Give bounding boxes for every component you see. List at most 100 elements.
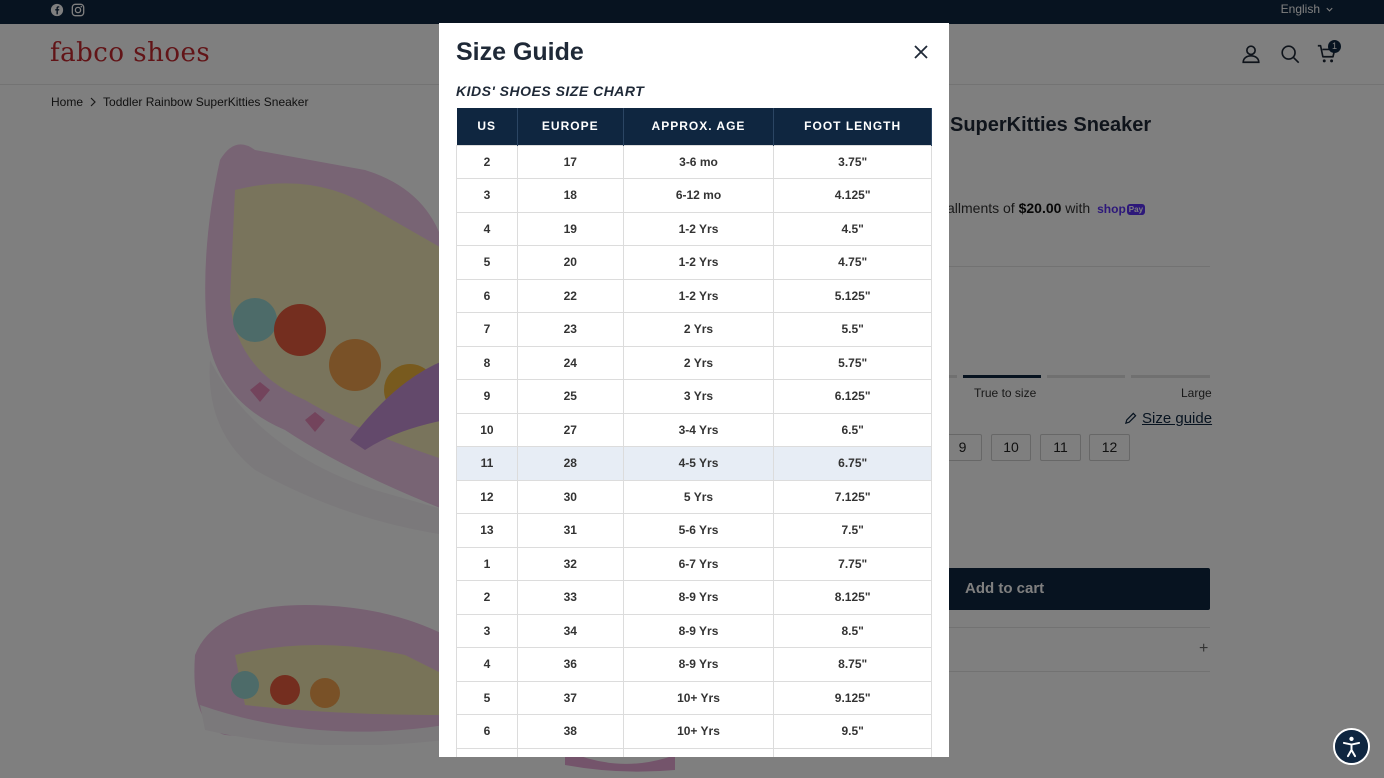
cell-foot-length: 6.75"	[773, 446, 932, 481]
cell-foot-length: 7.5"	[773, 513, 932, 548]
table-row: 10 27 3-4 Yrs 6.5"	[456, 412, 932, 447]
table-row: 4 36 8-9 Yrs 8.75"	[456, 647, 932, 682]
cell-europe: 20	[516, 245, 624, 280]
cell-us: 4	[456, 647, 518, 682]
cell-approx-age: 6-7 Yrs	[622, 546, 775, 581]
table-row: 7 23 2 Yrs 5.5"	[456, 312, 932, 347]
table-row: 12 30 5 Yrs 7.125"	[456, 479, 932, 514]
cell-foot-length: 7.75"	[773, 546, 932, 581]
cell-approx-age: 1-2 Yrs	[622, 278, 775, 313]
cell-approx-age: 4-5 Yrs	[622, 446, 775, 481]
cell-europe: 37	[516, 680, 624, 715]
cell-approx-age: 1-2 Yrs	[622, 245, 775, 280]
cell-us: 12	[456, 479, 518, 514]
cell-approx-age: 3-4 Yrs	[622, 412, 775, 447]
cell-foot-length: 7.125"	[773, 479, 932, 514]
cell-us: 5	[456, 680, 518, 715]
table-row: 9 25 3 Yrs 6.125"	[456, 379, 932, 414]
cell-foot-length: 8.75"	[773, 647, 932, 682]
cell-us	[456, 747, 518, 757]
cell-approx-age: 3-6 mo	[622, 144, 775, 179]
cell-europe: 34	[516, 613, 624, 648]
cell-us: 6	[456, 714, 518, 749]
cell-us: 10	[456, 412, 518, 447]
table-row: 8 24 2 Yrs 5.75"	[456, 345, 932, 380]
cell-us: 1	[456, 546, 518, 581]
column-header-europe: EUROPE	[517, 108, 624, 145]
cell-europe: 32	[516, 546, 624, 581]
cell-europe: 33	[516, 580, 624, 615]
size-chart-table: US EUROPE APPROX. AGE FOOT LENGTH 2 17 3-6…	[456, 108, 932, 757]
cell-us: 11	[456, 446, 518, 481]
cell-europe: 27	[516, 412, 624, 447]
cell-foot-length: 6.125"	[773, 379, 932, 414]
cell-foot-length: 5.75"	[773, 345, 932, 380]
cell-foot-length: 8.5"	[773, 613, 932, 648]
cell-approx-age: 2 Yrs	[622, 345, 775, 380]
column-header-us: US	[456, 108, 518, 145]
size-guide-modal: Size Guide KIDS' SHOES SIZE CHART US EUR…	[439, 23, 949, 757]
cell-us: 9	[456, 379, 518, 414]
cell-foot-length: 5.5"	[773, 312, 932, 347]
cell-foot-length: 5.125"	[773, 278, 932, 313]
cell-foot-length: 9.125"	[773, 680, 932, 715]
table-row	[456, 747, 932, 757]
cell-foot-length: 4.125"	[773, 178, 932, 213]
cell-foot-length: 4.5"	[773, 211, 932, 246]
table-row: 3 34 8-9 Yrs 8.5"	[456, 613, 932, 648]
modal-title: Size Guide	[456, 38, 584, 66]
cell-us: 3	[456, 613, 518, 648]
cell-foot-length: 6.5"	[773, 412, 932, 447]
cell-foot-length: 4.75"	[773, 245, 932, 280]
cell-us: 4	[456, 211, 518, 246]
cell-approx-age: 5-6 Yrs	[622, 513, 775, 548]
cell-us: 5	[456, 245, 518, 280]
cell-europe: 23	[516, 312, 624, 347]
column-header-approx-age: APPROX. AGE	[623, 108, 775, 145]
cell-europe: 28	[516, 446, 624, 481]
cell-europe: 18	[516, 178, 624, 213]
cell-europe: 31	[516, 513, 624, 548]
cell-europe: 24	[516, 345, 624, 380]
table-header-row: US EUROPE APPROX. AGE FOOT LENGTH	[456, 108, 932, 145]
size-chart-heading: KIDS' SHOES SIZE CHART	[456, 83, 645, 99]
cell-us: 7	[456, 312, 518, 347]
table-row: 1 32 6-7 Yrs 7.75"	[456, 546, 932, 581]
column-header-foot-length: FOOT LENGTH	[773, 108, 932, 145]
table-row: 2 17 3-6 mo 3.75"	[456, 144, 932, 179]
cell-approx-age: 8-9 Yrs	[622, 613, 775, 648]
table-row: 6 22 1-2 Yrs 5.125"	[456, 278, 932, 313]
cell-europe: 17	[516, 144, 624, 179]
cell-foot-length	[773, 747, 932, 757]
cell-europe: 38	[516, 714, 624, 749]
cell-approx-age: 10+ Yrs	[622, 680, 775, 715]
cell-europe	[516, 747, 624, 757]
accessibility-icon[interactable]	[1333, 728, 1370, 765]
table-row: 11 28 4-5 Yrs 6.75"	[456, 446, 932, 481]
table-row: 2 33 8-9 Yrs 8.125"	[456, 580, 932, 615]
cell-approx-age: 10+ Yrs	[622, 714, 775, 749]
cell-approx-age: 8-9 Yrs	[622, 647, 775, 682]
cell-approx-age	[622, 747, 775, 757]
cell-approx-age: 3 Yrs	[622, 379, 775, 414]
table-row: 5 37 10+ Yrs 9.125"	[456, 680, 932, 715]
cell-approx-age: 8-9 Yrs	[622, 580, 775, 615]
table-row: 5 20 1-2 Yrs 4.75"	[456, 245, 932, 280]
size-chart-body: 2 17 3-6 mo 3.75" 3 18 6-12 mo 4.125" 4 19 1-2 Yrs…	[456, 144, 932, 757]
cell-approx-age: 1-2 Yrs	[622, 211, 775, 246]
cell-foot-length: 3.75"	[773, 144, 932, 179]
cell-approx-age: 5 Yrs	[622, 479, 775, 514]
cell-us: 2	[456, 144, 518, 179]
table-row: 6 38 10+ Yrs 9.5"	[456, 714, 932, 749]
cell-europe: 30	[516, 479, 624, 514]
cell-us: 13	[456, 513, 518, 548]
cell-approx-age: 6-12 mo	[622, 178, 775, 213]
close-icon[interactable]	[911, 42, 931, 62]
table-row: 3 18 6-12 mo 4.125"	[456, 178, 932, 213]
cell-us: 6	[456, 278, 518, 313]
table-row: 4 19 1-2 Yrs 4.5"	[456, 211, 932, 246]
cell-europe: 25	[516, 379, 624, 414]
cell-foot-length: 8.125"	[773, 580, 932, 615]
cell-approx-age: 2 Yrs	[622, 312, 775, 347]
cell-europe: 19	[516, 211, 624, 246]
